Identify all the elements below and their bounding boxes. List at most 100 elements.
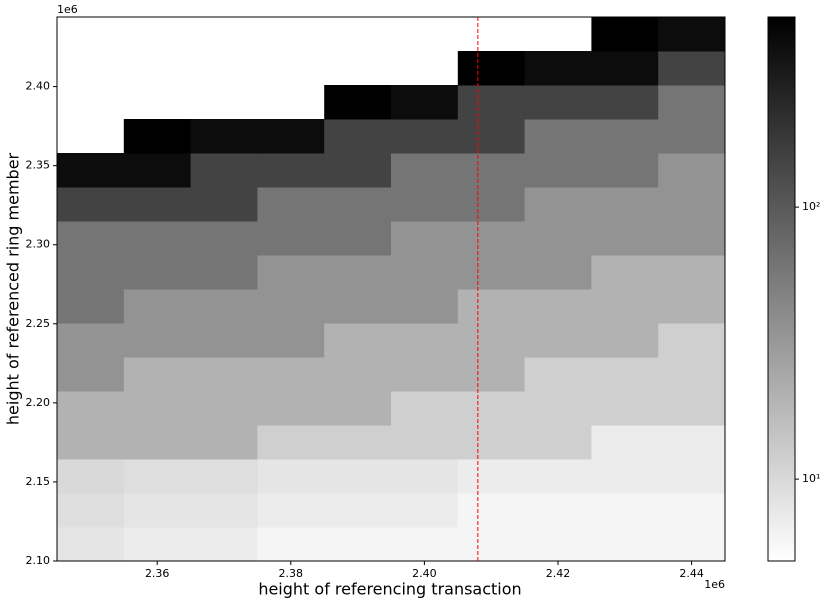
y-tick-label: 2.30 bbox=[26, 238, 51, 251]
heatmap-cell bbox=[190, 391, 258, 426]
heatmap-cell bbox=[391, 527, 459, 562]
heatmap-cell bbox=[257, 459, 325, 494]
heatmap-cell bbox=[457, 85, 526, 120]
heatmap-cell bbox=[190, 221, 258, 256]
heatmap-cell bbox=[591, 221, 659, 256]
heatmap-cell bbox=[57, 255, 125, 290]
x-offset-text: 1e6 bbox=[704, 578, 725, 591]
heatmap-cell bbox=[524, 51, 592, 86]
heatmap-cell bbox=[658, 425, 726, 460]
heatmap-cell bbox=[324, 459, 392, 494]
heatmap-cell bbox=[324, 119, 392, 154]
heatmap-cell bbox=[391, 459, 459, 494]
heatmap-cell bbox=[457, 153, 526, 188]
heatmap-cell bbox=[391, 221, 459, 256]
colorbar-tick-label: 10² bbox=[802, 200, 820, 213]
heatmap-cell bbox=[324, 153, 392, 188]
plot-frame bbox=[56, 16, 726, 562]
heatmap-cell bbox=[457, 289, 526, 324]
x-tick-label: 2.44 bbox=[679, 567, 704, 580]
heatmap-cell bbox=[57, 459, 125, 494]
heatmap-cell bbox=[324, 85, 392, 120]
heatmap-cell bbox=[257, 425, 325, 460]
heatmap-cell bbox=[591, 187, 659, 222]
heatmap-cell bbox=[123, 289, 192, 324]
colorbar-tick-label: 10¹ bbox=[802, 472, 820, 485]
heatmap-cell bbox=[57, 493, 125, 528]
heatmap-cell bbox=[391, 255, 459, 290]
heatmap-cell bbox=[190, 289, 258, 324]
heatmap-cell bbox=[257, 153, 325, 188]
heatmap-cell bbox=[391, 493, 459, 528]
x-axis-label: height of referencing transaction bbox=[258, 580, 521, 599]
heatmap-cell bbox=[591, 425, 659, 460]
heatmap-cell bbox=[524, 391, 592, 426]
heatmap-cell bbox=[457, 527, 526, 562]
heatmap-cell bbox=[457, 323, 526, 358]
heatmap-cell bbox=[524, 323, 592, 358]
heatmap-cell bbox=[524, 289, 592, 324]
heatmap-cell bbox=[658, 323, 726, 358]
heatmap-cell bbox=[190, 357, 258, 392]
heatmap-cell bbox=[57, 153, 125, 188]
heatmap-cell bbox=[324, 255, 392, 290]
heatmap-cell bbox=[524, 187, 592, 222]
heatmap-cell bbox=[123, 391, 192, 426]
heatmap-cell bbox=[324, 391, 392, 426]
heatmap-cell bbox=[658, 255, 726, 290]
heatmap-cell bbox=[658, 459, 726, 494]
heatmap-cell bbox=[457, 391, 526, 426]
y-tick-label: 2.35 bbox=[26, 159, 51, 172]
heatmap-cell bbox=[391, 391, 459, 426]
heatmap-cell bbox=[123, 459, 192, 494]
heatmap-cell bbox=[57, 187, 125, 222]
heatmap-cell bbox=[591, 51, 659, 86]
heatmap-cell bbox=[123, 255, 192, 290]
heatmap-cell bbox=[257, 323, 325, 358]
colorbar bbox=[767, 16, 796, 562]
heatmap-cell bbox=[57, 289, 125, 324]
heatmap-cell bbox=[324, 493, 392, 528]
y-tick-label: 2.25 bbox=[26, 317, 51, 330]
heatmap-cell bbox=[190, 187, 258, 222]
heatmap-cell bbox=[190, 153, 258, 188]
heatmap-cell bbox=[57, 391, 125, 426]
heatmap-cell bbox=[591, 255, 659, 290]
heatmap-cell bbox=[57, 527, 125, 562]
heatmap-cell bbox=[658, 289, 726, 324]
heatmap-cell bbox=[524, 221, 592, 256]
heatmap-cell bbox=[123, 221, 192, 256]
heatmap-cell bbox=[190, 119, 258, 154]
heatmap-cell bbox=[457, 51, 526, 86]
heatmap-cell bbox=[324, 425, 392, 460]
heatmap-cell bbox=[391, 323, 459, 358]
heatmap-cell bbox=[591, 153, 659, 188]
heatmap-cell bbox=[123, 357, 192, 392]
heatmap-cell bbox=[123, 323, 192, 358]
heatmap-cell bbox=[457, 493, 526, 528]
heatmap-cell bbox=[524, 153, 592, 188]
heatmap-cell bbox=[257, 527, 325, 562]
heatmap-cell bbox=[457, 221, 526, 256]
heatmap-cell bbox=[190, 323, 258, 358]
heatmap-cell bbox=[524, 255, 592, 290]
y-tick-label: 2.40 bbox=[26, 80, 51, 93]
heatmap-cell bbox=[123, 527, 192, 562]
heatmap-cell bbox=[658, 187, 726, 222]
heatmap-cell bbox=[658, 493, 726, 528]
heatmap-cell bbox=[190, 255, 258, 290]
heatmap-cell bbox=[658, 357, 726, 392]
heatmap-cell bbox=[324, 221, 392, 256]
heatmap-cell bbox=[457, 255, 526, 290]
heatmap-cell bbox=[591, 85, 659, 120]
heatmap-cell bbox=[524, 425, 592, 460]
heatmap-cell bbox=[524, 85, 592, 120]
heatmap-cell bbox=[658, 17, 726, 52]
heatmap-cell bbox=[123, 493, 192, 528]
heatmap-cell bbox=[658, 51, 726, 86]
heatmap-cell bbox=[524, 119, 592, 154]
heatmap-cell bbox=[257, 289, 325, 324]
heatmap-cell bbox=[391, 425, 459, 460]
